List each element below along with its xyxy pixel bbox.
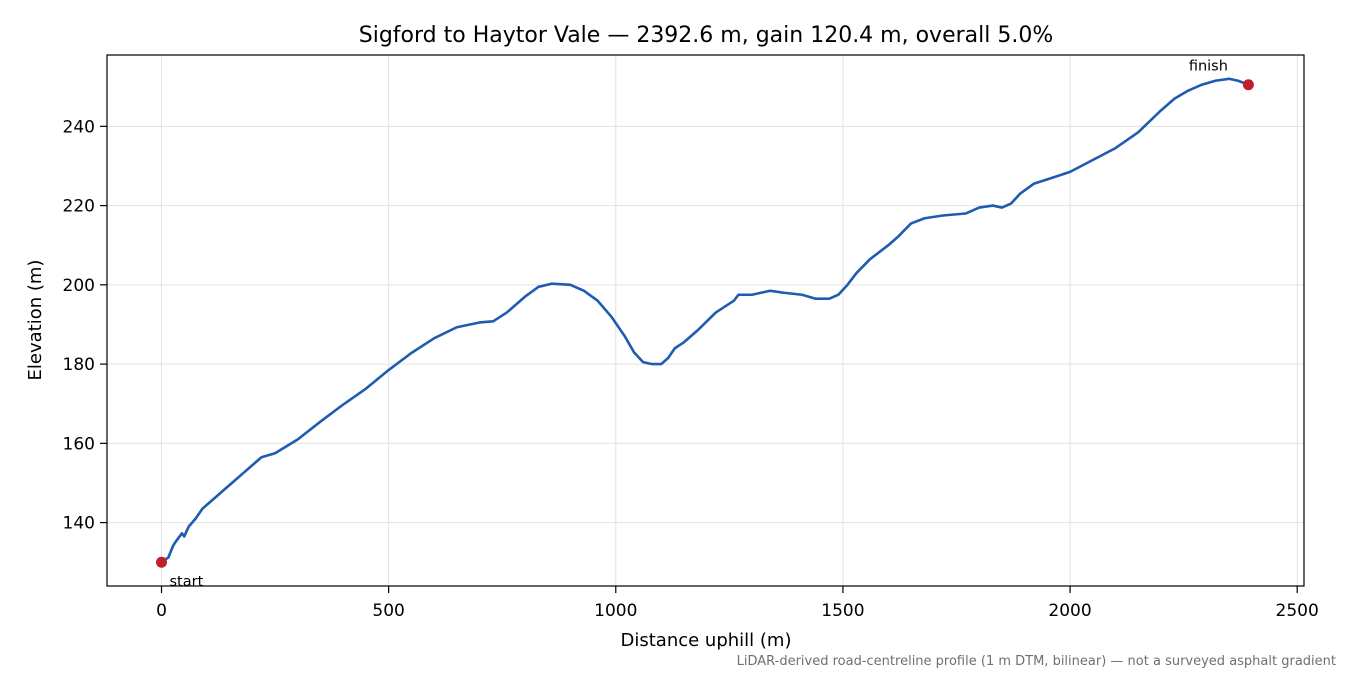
y-tick-label: 160	[63, 434, 95, 454]
start-label: start	[170, 574, 204, 590]
y-tick-label: 180	[63, 355, 95, 375]
grid-lines	[107, 55, 1304, 586]
x-tick-label: 1500	[821, 601, 864, 621]
finish-marker	[1242, 79, 1254, 91]
elevation-profile-line	[160, 77, 1250, 564]
y-tick-label: 220	[63, 197, 95, 217]
chart-footnote: LiDAR-derived road-centreline profile (1…	[737, 654, 1336, 669]
x-axis-label: Distance uphill (m)	[621, 630, 792, 651]
finish-label: finish	[1189, 59, 1228, 75]
plot-area-frame	[106, 54, 1305, 587]
x-tick-label: 2000	[1048, 601, 1091, 621]
x-tick-label: 500	[372, 601, 404, 621]
x-tick-label: 1000	[594, 601, 637, 621]
y-tick-label: 240	[63, 117, 95, 137]
x-tick-label: 0	[156, 601, 167, 621]
y-axis-label: Elevation (m)	[25, 260, 46, 381]
axis-ticks: 0 500 1000 1500 2000 2500 140 160 180 200 220 240	[63, 117, 1319, 621]
chart-title: Sigford to Haytor Vale — 2392.6 m, gain …	[359, 23, 1054, 48]
y-tick-label: 140	[63, 514, 95, 534]
start-marker	[156, 556, 168, 568]
y-tick-label: 200	[63, 276, 95, 296]
x-tick-label: 2500	[1276, 601, 1319, 621]
